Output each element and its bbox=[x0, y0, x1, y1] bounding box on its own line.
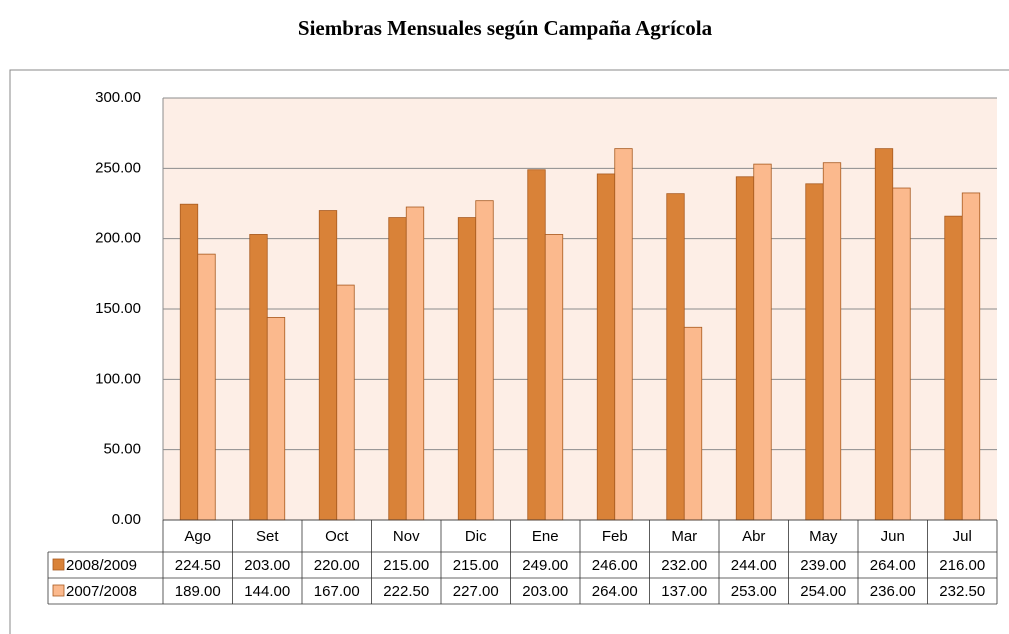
legend-marker bbox=[52, 558, 65, 571]
bar bbox=[266, 317, 286, 521]
bar bbox=[197, 253, 216, 521]
table-value: 189.00 bbox=[175, 583, 221, 600]
legend-label: 2008/2009 bbox=[66, 557, 137, 574]
y-tick-label: 250.00 bbox=[95, 159, 141, 176]
table-value: 239.00 bbox=[800, 557, 846, 574]
table-value: 246.00 bbox=[592, 557, 638, 574]
table-value: 244.00 bbox=[731, 557, 777, 574]
bar bbox=[544, 234, 564, 521]
x-tick-label: Ene bbox=[532, 528, 559, 545]
table-value: 264.00 bbox=[870, 557, 916, 574]
x-tick-label: Abr bbox=[742, 528, 765, 545]
bar bbox=[944, 215, 963, 521]
table-value: 236.00 bbox=[870, 583, 916, 600]
y-tick-label: 200.00 bbox=[95, 230, 141, 247]
bar bbox=[388, 217, 407, 521]
bar bbox=[249, 234, 268, 521]
table-value: 216.00 bbox=[939, 557, 985, 574]
x-tick-label: Set bbox=[256, 528, 279, 545]
y-tick-label: 300.00 bbox=[95, 89, 141, 106]
bar bbox=[318, 210, 338, 521]
bar bbox=[874, 148, 894, 521]
bar bbox=[336, 284, 355, 521]
table-value: 227.00 bbox=[453, 583, 499, 600]
chart-title: Siembras Mensuales según Campaña Agrícol… bbox=[298, 16, 713, 40]
table-value: 254.00 bbox=[800, 583, 846, 600]
bar bbox=[405, 206, 425, 521]
table-value: 249.00 bbox=[522, 557, 568, 574]
table-value: 203.00 bbox=[244, 557, 290, 574]
y-tick-label: 100.00 bbox=[95, 370, 141, 387]
bar bbox=[805, 183, 824, 521]
y-tick-label: 0.00 bbox=[112, 511, 141, 528]
bar bbox=[683, 326, 703, 521]
bar bbox=[666, 193, 685, 521]
x-tick-label: Feb bbox=[602, 528, 628, 545]
x-tick-label: Jul bbox=[953, 528, 972, 545]
table-value: 232.00 bbox=[661, 557, 707, 574]
table-value: 144.00 bbox=[244, 583, 290, 600]
bar bbox=[457, 217, 477, 521]
bar bbox=[475, 200, 494, 521]
table-value: 253.00 bbox=[731, 583, 777, 600]
table-value: 203.00 bbox=[522, 583, 568, 600]
x-tick-label: Oct bbox=[325, 528, 349, 545]
x-tick-label: May bbox=[809, 528, 838, 545]
x-tick-label: Dic bbox=[465, 528, 487, 545]
table-value: 224.50 bbox=[175, 557, 221, 574]
x-tick-label: Jun bbox=[881, 528, 905, 545]
bar bbox=[614, 148, 633, 521]
table-value: 232.50 bbox=[939, 583, 985, 600]
legend-label: 2007/2008 bbox=[66, 583, 137, 600]
table-value: 137.00 bbox=[661, 583, 707, 600]
x-tick-label: Mar bbox=[671, 528, 697, 545]
y-tick-label: 50.00 bbox=[103, 441, 141, 458]
x-tick-label: Ago bbox=[184, 528, 211, 545]
table-value: 220.00 bbox=[314, 557, 360, 574]
bar bbox=[179, 203, 199, 521]
table-value: 215.00 bbox=[383, 557, 429, 574]
bar bbox=[822, 162, 842, 521]
x-tick-label: Nov bbox=[393, 528, 420, 545]
bar bbox=[527, 169, 546, 521]
bar bbox=[753, 163, 772, 521]
bar bbox=[892, 187, 911, 521]
table-value: 222.50 bbox=[383, 583, 429, 600]
bar bbox=[961, 192, 981, 521]
y-tick-label: 150.00 bbox=[95, 300, 141, 317]
table-value: 264.00 bbox=[592, 583, 638, 600]
table-value: 215.00 bbox=[453, 557, 499, 574]
bar bbox=[596, 173, 616, 521]
bar bbox=[735, 176, 755, 521]
legend-marker bbox=[52, 584, 65, 597]
table-value: 167.00 bbox=[314, 583, 360, 600]
